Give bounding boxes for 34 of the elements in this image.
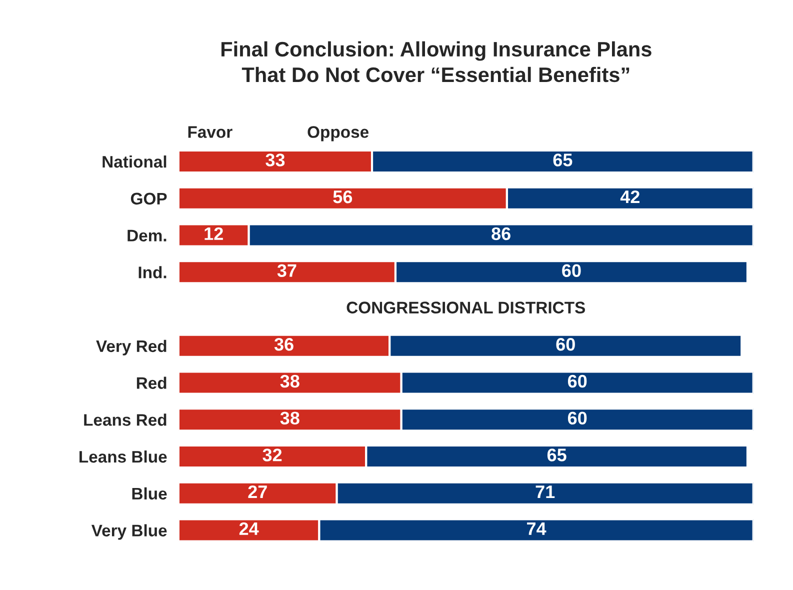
data-label: 42 [620,190,640,204]
y-tick-label: Blue [132,487,167,500]
y-tick-label: Leans Red [84,414,166,426]
y-tick-label: Dem. [128,230,166,242]
data-label: 37 [277,264,296,278]
data-label: 65 [547,448,566,462]
data-label: 60 [568,412,587,424]
data-label: 12 [204,227,223,240]
data-label: 60 [562,264,581,277]
y-tick-label: National [102,155,166,168]
data-label: 38 [280,412,300,425]
data-label: 36 [274,338,294,351]
data-label: 65 [553,154,572,166]
series-label: Oppose [308,126,369,142]
data-label: 86 [492,227,510,240]
y-tick-label: Red [136,376,166,389]
data-label: 27 [248,485,267,498]
chart-title: Final Conclusion: Allowing Insurance Plans That Do Not Cover “Essential Benefits” [221,41,652,82]
data-label: 24 [239,522,259,535]
data-label: 32 [262,448,282,462]
y-tick-label: Very Blue [91,524,167,540]
y-tick-label: Very Red [96,340,166,356]
data-label: 33 [266,154,285,166]
data-label: 74 [527,522,546,535]
annotation: CONGRESSIONAL DISTRICTS [346,302,586,314]
y-tick-label: GOP [130,192,167,205]
data-label: 38 [280,374,300,388]
series-label: Favor [188,126,232,138]
data-label: 71 [536,486,555,498]
data-label: 56 [333,190,352,204]
y-tick-label: Leans Blue [80,450,167,463]
data-label: 60 [568,374,587,388]
y-tick-label: Ind. [138,266,166,278]
data-label: 60 [556,338,575,351]
